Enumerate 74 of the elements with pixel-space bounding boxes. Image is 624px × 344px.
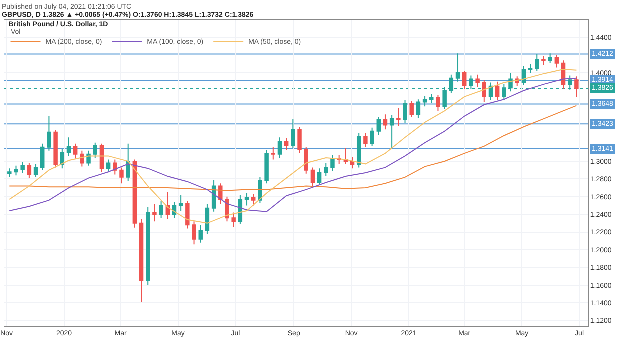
line-series <box>9 105 578 192</box>
candlestick <box>324 162 328 178</box>
candlestick <box>298 126 302 154</box>
candlestick <box>284 138 289 151</box>
candlestick <box>225 196 230 222</box>
candlestick <box>264 150 269 184</box>
candlestick <box>152 203 157 222</box>
candlestick <box>47 116 52 152</box>
candlestick <box>278 137 282 158</box>
candlestick <box>522 65 526 86</box>
candlestick <box>310 167 316 188</box>
candlestick <box>528 64 533 74</box>
candlestick <box>139 218 144 303</box>
candlestick <box>113 159 118 176</box>
candlestick <box>100 143 104 173</box>
candlestick <box>330 154 335 172</box>
candlestick <box>476 74 480 88</box>
candlestick <box>317 168 322 186</box>
candlestick <box>192 221 196 246</box>
candlestick <box>132 159 138 228</box>
candlestick <box>535 54 540 72</box>
candlestick <box>205 203 210 235</box>
candlestick <box>396 108 401 127</box>
candlestick <box>422 96 428 108</box>
candlestick <box>383 114 388 130</box>
candlestick <box>40 143 45 171</box>
candlestick <box>93 142 98 158</box>
candlestick <box>462 70 467 90</box>
candlestick <box>73 143 78 160</box>
candlestick <box>80 150 84 168</box>
candlestick <box>66 137 72 157</box>
candlestick <box>548 53 552 64</box>
candlestick <box>244 192 250 206</box>
candlestick <box>146 206 150 286</box>
candlestick <box>120 167 124 184</box>
candlestick <box>456 53 460 82</box>
candlestick <box>34 164 38 178</box>
candlestick <box>54 130 58 168</box>
candlestick <box>178 194 184 212</box>
candlestick <box>542 56 546 66</box>
candlestick <box>376 116 382 136</box>
candlestick <box>252 194 256 206</box>
candlestick <box>436 94 440 112</box>
candlestick <box>356 132 362 168</box>
candlestick <box>60 148 65 170</box>
candlestick <box>20 162 25 174</box>
candlestick <box>172 202 177 219</box>
candlestick <box>271 146 276 160</box>
candlestick <box>186 200 190 230</box>
candlestick <box>106 159 111 173</box>
candlestick <box>350 156 355 170</box>
candlestick <box>370 127 374 147</box>
candlestick <box>403 100 408 124</box>
candlestick <box>344 148 348 165</box>
candlestick <box>198 224 203 244</box>
candlestick <box>495 81 500 101</box>
candlestick <box>416 99 421 119</box>
candlestick <box>126 143 130 182</box>
candlestick <box>410 100 414 118</box>
candlestick <box>291 118 296 149</box>
candlestick <box>166 192 170 220</box>
candlestick <box>8 168 12 178</box>
candlestick <box>304 146 308 174</box>
candlestick <box>159 200 164 219</box>
candlestick <box>364 132 368 148</box>
candlestick <box>554 54 560 68</box>
candlestick <box>27 162 32 179</box>
candlestick <box>86 150 91 166</box>
candlestick <box>430 94 434 104</box>
candlestick <box>574 76 579 98</box>
candlestick <box>14 165 18 176</box>
candlestick <box>390 115 394 149</box>
candlestick <box>482 80 486 103</box>
candlestick <box>232 212 236 228</box>
